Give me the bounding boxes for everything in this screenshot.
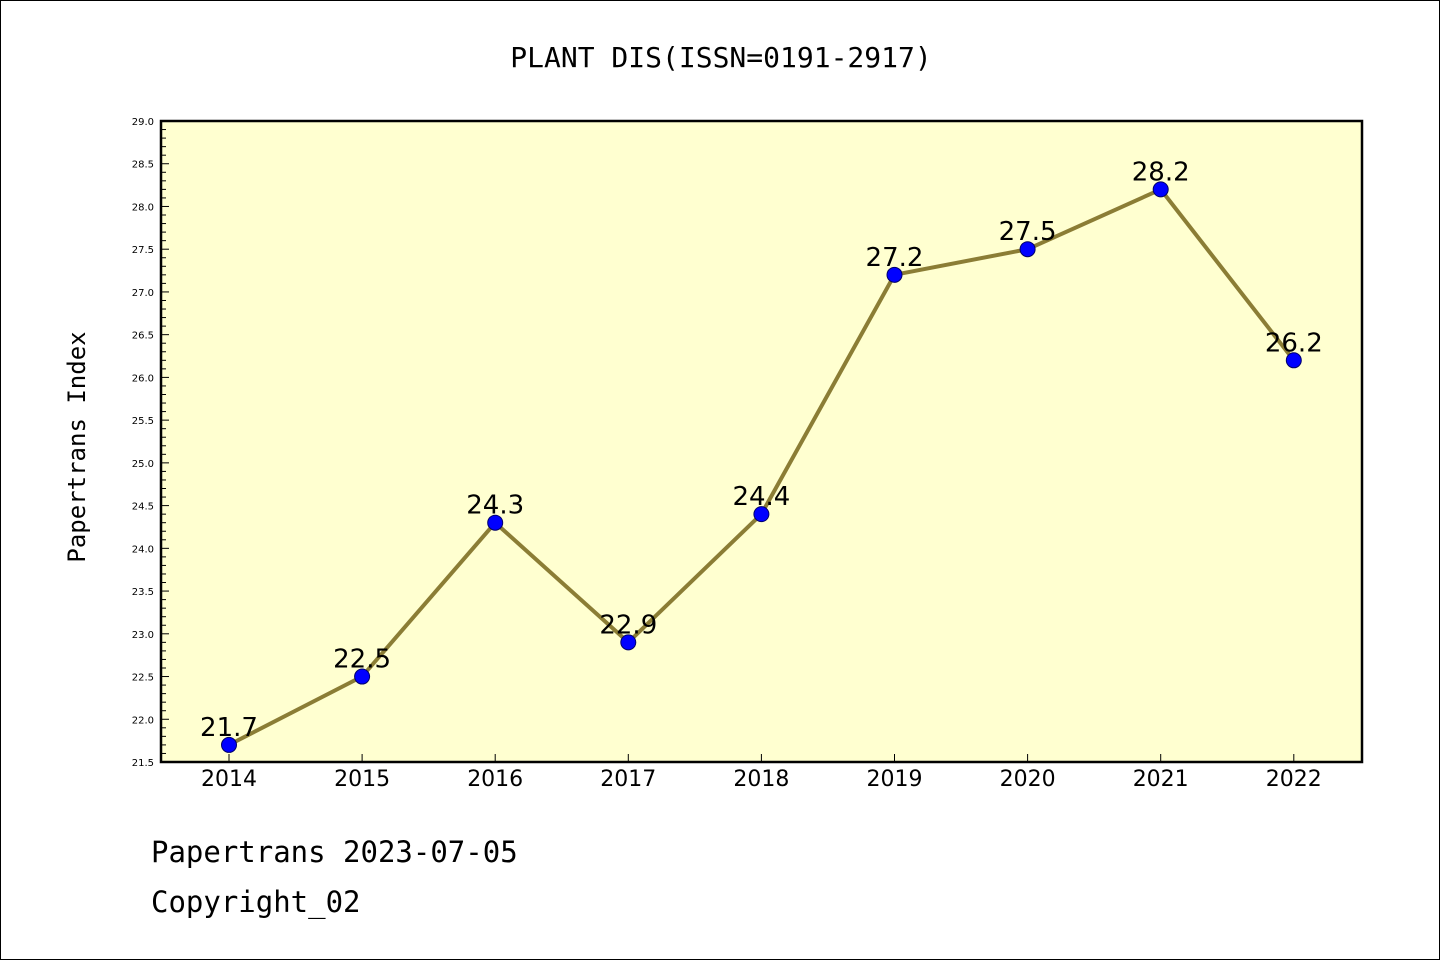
- y-tick-label: 27.0: [132, 288, 154, 299]
- x-tick-label: 2021: [1133, 767, 1189, 792]
- data-label: 22.9: [599, 610, 657, 640]
- data-point: [487, 514, 504, 531]
- y-tick-label: 24.5: [132, 502, 154, 513]
- y-tick-label: 24.0: [132, 544, 154, 555]
- y-tick-label: 21.5: [132, 758, 154, 769]
- y-tick-label: 25.5: [132, 416, 154, 427]
- data-label: 27.5: [999, 217, 1057, 247]
- data-point: [1019, 241, 1036, 258]
- plot-border: [159, 119, 1364, 764]
- y-tick-label: 23.0: [132, 630, 154, 641]
- y-axis: 21.5 22.0 22.5 23.0 23.5 24.0 24.5 25.0 25.5 26.0…: [132, 117, 169, 769]
- plot-area: [161, 121, 1362, 762]
- y-tick-label: 22.5: [132, 673, 154, 684]
- data-labels: 21.7 22.5 24.3 22.9 24.4 27.2 27.5 28.2 26.2: [200, 157, 1323, 743]
- data-point: [221, 736, 237, 753]
- data-label: 24.3: [466, 491, 524, 521]
- y-tick-label: 26.5: [132, 331, 154, 342]
- data-point: [620, 634, 637, 651]
- y-axis-label: Papertrans Index: [63, 331, 91, 562]
- y-tick-label: 28.0: [132, 202, 154, 213]
- x-tick-label: 2016: [467, 767, 523, 792]
- x-axis: 2014 2015 2016 2017 2018 2019 2020 2021 2022: [201, 754, 1322, 792]
- data-label: 22.5: [333, 645, 391, 675]
- series-layer: [221, 181, 1302, 753]
- x-tick-label: 2019: [867, 767, 923, 792]
- y-tick-label: 29.0: [132, 117, 154, 128]
- y-tick-label: 26.0: [132, 373, 154, 384]
- data-point: [1152, 181, 1169, 198]
- data-point: [354, 668, 371, 685]
- data-point: [1285, 352, 1302, 369]
- data-label: 21.7: [200, 713, 258, 743]
- x-tick-label: 2015: [334, 767, 390, 792]
- footer-copyright-text: Copyright_02: [151, 885, 361, 919]
- y-tick-label: 22.0: [132, 715, 154, 726]
- y-tick-label: 27.5: [132, 245, 154, 256]
- data-label: 26.2: [1265, 328, 1323, 358]
- data-point: [753, 506, 770, 523]
- y-tick-label: 23.5: [132, 587, 154, 598]
- x-tick-label: 2017: [600, 767, 656, 792]
- data-point: [886, 266, 903, 283]
- x-tick-label: 2022: [1266, 767, 1322, 792]
- data-label: 24.4: [732, 482, 790, 512]
- y-tick-label: 25.0: [132, 459, 154, 470]
- x-tick-label: 2018: [733, 767, 789, 792]
- x-tick-label: 2020: [1000, 767, 1056, 792]
- footer-date-text: Papertrans 2023-07-05: [151, 835, 518, 869]
- x-tick-label: 2014: [201, 767, 257, 792]
- data-label: 27.2: [866, 243, 924, 273]
- y-tick-label: 28.5: [132, 160, 154, 171]
- chart-title: PLANT DIS(ISSN=0191-2917): [510, 41, 931, 74]
- data-label: 28.2: [1132, 157, 1190, 187]
